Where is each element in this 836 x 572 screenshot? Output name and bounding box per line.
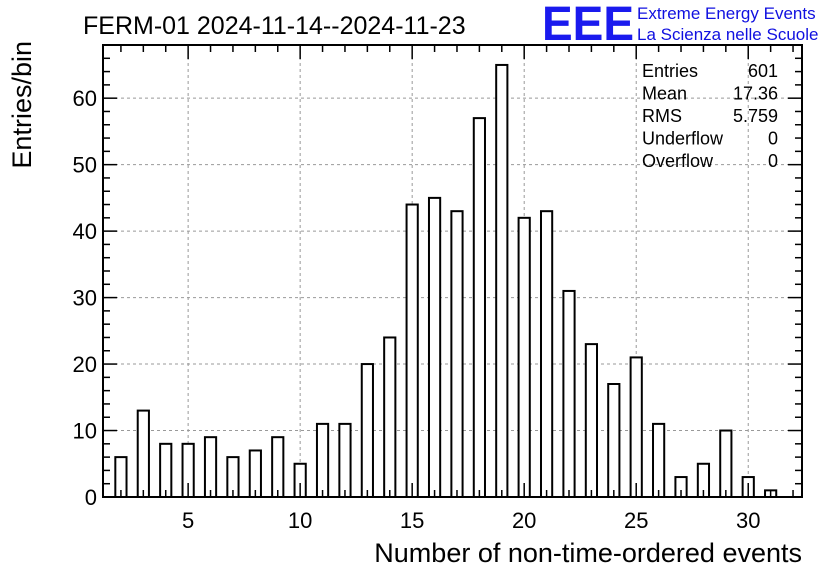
bar-3 <box>136 409 150 498</box>
bar-9 <box>271 436 285 499</box>
logo-line-2: La Scienza nelle Scuole <box>637 25 818 44</box>
bar-6 <box>203 436 218 499</box>
stats-value-mean: 17.36 <box>733 84 778 104</box>
y-tick-label-0: 0 <box>85 485 97 510</box>
bar-13 <box>360 363 374 499</box>
bar-23 <box>584 343 599 498</box>
stats-box: Entries 601 Mean 17.36 RMS 5.759 Underflow 0 Ove… <box>642 61 778 171</box>
x-tick-label-10: 10 <box>288 508 312 533</box>
logo-line-1: Extreme Energy Events <box>637 4 816 23</box>
chart-title: FERM-01 2024-11-14--2024-11-23 <box>83 12 466 40</box>
y-tick-label-60: 60 <box>73 86 97 111</box>
stats-value-underflow: 0 <box>768 129 778 149</box>
y-tick-label-10: 10 <box>73 419 97 444</box>
stats-value-rms: 5.759 <box>733 106 778 126</box>
stats-value-overflow: 0 <box>768 151 778 171</box>
eee-logo: EEE Extreme Energy Events La Scienza nel… <box>542 0 818 51</box>
x-axis-label: Number of non-time-ordered events <box>374 538 802 568</box>
y-tick-label-30: 30 <box>73 286 97 311</box>
axes <box>102 44 803 498</box>
y-tick-label-40: 40 <box>73 219 97 244</box>
bar-26 <box>652 422 666 498</box>
bar-15 <box>405 203 419 498</box>
bar-19 <box>495 63 509 499</box>
x-tick-label-15: 15 <box>400 508 424 533</box>
x-tick-label-20: 20 <box>512 508 536 533</box>
bar-21 <box>539 210 554 498</box>
logo-mark: EEE <box>542 0 634 51</box>
stats-label-mean: Mean <box>642 84 687 104</box>
stats-label-rms: RMS <box>642 106 682 126</box>
bar-20 <box>517 216 531 499</box>
x-tick-label-30: 30 <box>736 508 760 533</box>
bar-29 <box>719 429 733 499</box>
x-tick-label-25: 25 <box>624 508 648 533</box>
bar-11 <box>315 422 330 498</box>
y-tick-label-20: 20 <box>73 352 97 377</box>
bar-24 <box>607 383 621 498</box>
bar-12 <box>338 422 352 498</box>
bar-18 <box>472 117 486 498</box>
y-tick-label-50: 50 <box>73 153 97 178</box>
stats-label-overflow: Overflow <box>642 151 714 171</box>
bar-25 <box>629 356 643 499</box>
bar-22 <box>562 289 576 498</box>
tick-labels: 5 10 15 20 25 30 0 10 20 30 40 50 60 <box>73 86 761 533</box>
bar-16 <box>427 196 442 498</box>
bar-17 <box>450 210 464 498</box>
x-tick-label-5: 5 <box>182 508 194 533</box>
bar-14 <box>383 336 397 498</box>
y-axis-label: Entries/bin <box>7 41 37 169</box>
stats-value-entries: 601 <box>748 61 778 81</box>
bar-4 <box>159 442 173 498</box>
stats-label-entries: Entries <box>642 61 698 81</box>
stats-label-underflow: Underflow <box>642 129 724 149</box>
